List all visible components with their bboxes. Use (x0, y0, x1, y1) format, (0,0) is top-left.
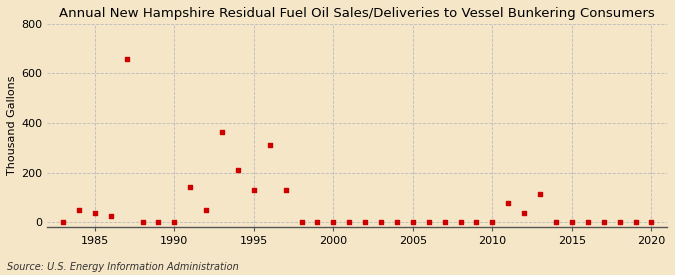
Point (217, 130, 227, 134)
Point (89, 211, 100, 216)
Point (535, 191, 545, 196)
Point (423, 220, 434, 224)
Y-axis label: Thousand Gallons: Thousand Gallons (7, 76, 17, 175)
Point (646, 220, 657, 224)
Point (551, 220, 562, 224)
Point (122, 56, 132, 61)
Point (344, 220, 354, 224)
Point (185, 185, 196, 189)
Point (105, 214, 116, 218)
Point (200, 207, 211, 212)
Point (503, 201, 514, 206)
Point (455, 220, 466, 224)
Point (583, 220, 593, 224)
Point (233, 168, 244, 172)
Point (360, 220, 371, 224)
Point (392, 220, 402, 224)
Point (248, 188, 259, 192)
Point (153, 220, 164, 224)
Point (296, 220, 307, 224)
Text: Source: U.S. Energy Information Administration: Source: U.S. Energy Information Administ… (7, 262, 238, 272)
Point (312, 220, 323, 224)
Point (614, 220, 625, 224)
Point (566, 220, 577, 224)
Point (280, 188, 291, 192)
Point (439, 220, 450, 224)
Point (519, 211, 530, 216)
Title: Annual New Hampshire Residual Fuel Oil Sales/Deliveries to Vessel Bunkering Cons: Annual New Hampshire Residual Fuel Oil S… (59, 7, 655, 20)
Point (471, 220, 482, 224)
Point (487, 220, 497, 224)
Point (265, 143, 275, 147)
Point (328, 220, 339, 224)
Point (74, 207, 84, 212)
Point (137, 220, 148, 224)
Point (57, 220, 68, 224)
Point (169, 220, 180, 224)
Point (598, 220, 609, 224)
Point (376, 220, 387, 224)
Point (630, 220, 641, 224)
Point (408, 220, 418, 224)
